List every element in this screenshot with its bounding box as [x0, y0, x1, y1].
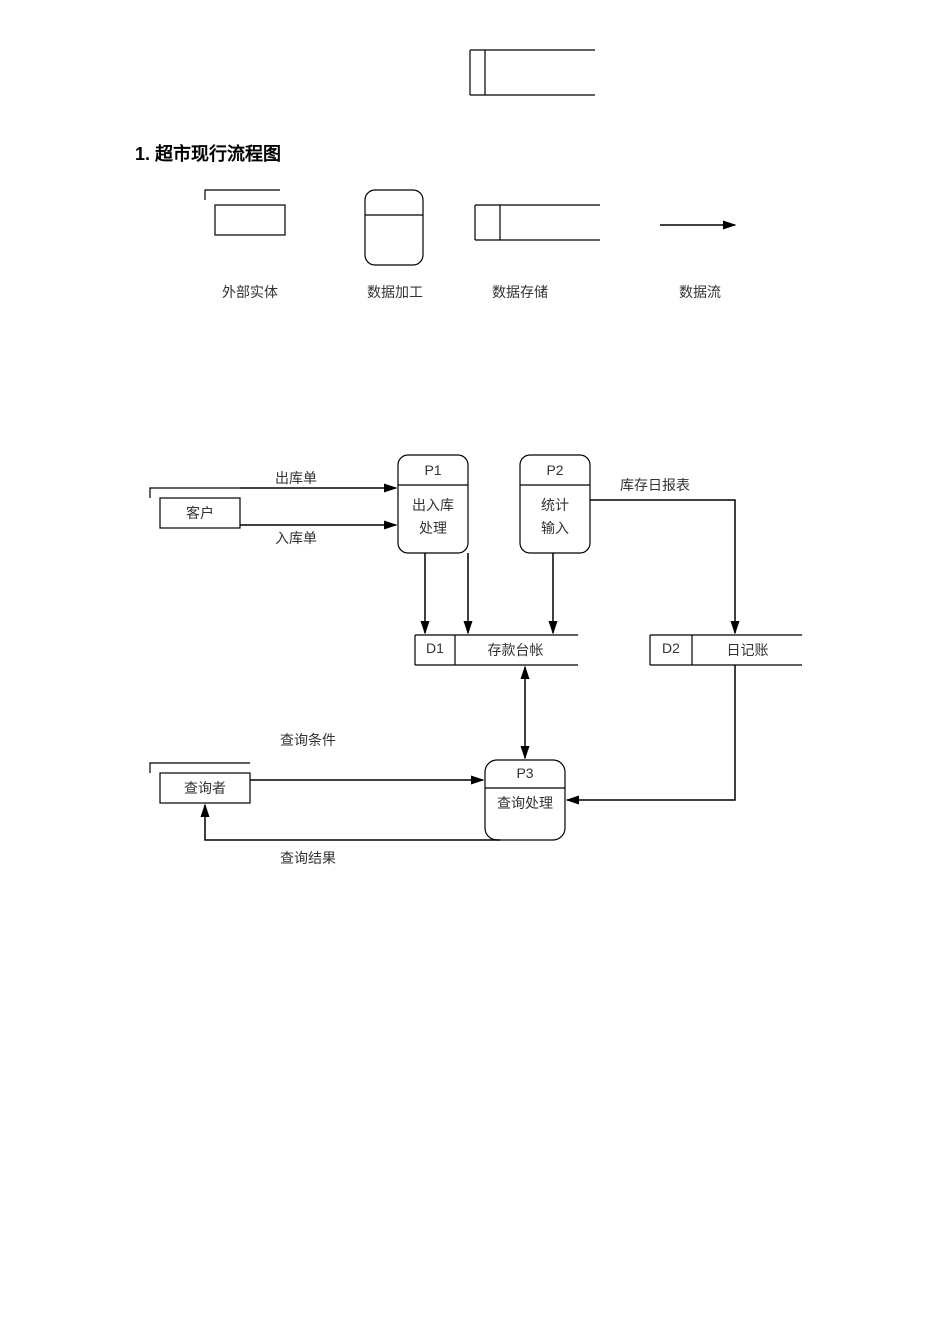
- legend-label-datastore: 数据存储: [480, 282, 560, 302]
- heading: 1. 超市现行流程图: [135, 140, 281, 166]
- legend-external-entity: [205, 190, 285, 235]
- p2-label2: 输入: [520, 518, 590, 538]
- top-datastore-symbol: [470, 50, 595, 95]
- customer-label: 客户: [160, 503, 240, 523]
- legend-label-dataflow: 数据流: [660, 282, 740, 302]
- legend-label-process: 数据加工: [355, 282, 435, 302]
- p1-label2: 处理: [398, 518, 468, 538]
- legend-datastore: [475, 205, 600, 240]
- legend-diagram-svg: [0, 0, 945, 1338]
- p1-label1: 出入库: [398, 495, 468, 515]
- p3-id: P3: [485, 765, 565, 781]
- d2-id: D2: [650, 640, 692, 656]
- edge-label-outbound: 出库单: [275, 468, 317, 488]
- p3-label1: 查询处理: [485, 793, 565, 813]
- d2-label: 日记账: [695, 640, 800, 660]
- p2-id: P2: [520, 462, 590, 478]
- heading-title: 超市现行流程图: [155, 144, 281, 164]
- legend-label-entity: 外部实体: [210, 282, 290, 302]
- edge-label-inbound: 入库单: [275, 528, 317, 548]
- d1-id: D1: [415, 640, 455, 656]
- edge-label-query-condition: 查询条件: [280, 730, 336, 750]
- page: 1. 超市现行流程图 外部实体 数据加工 数据存储 数据流 客户 查询者 P1 …: [0, 0, 945, 1338]
- edge-query-result: [205, 805, 500, 840]
- edge-label-inventory-report: 库存日报表: [620, 475, 690, 495]
- heading-number: 1.: [135, 144, 150, 164]
- legend-process: [365, 190, 423, 265]
- edge-inventory-report: [590, 500, 735, 633]
- p1-id: P1: [398, 462, 468, 478]
- edge-label-query-result: 查询结果: [280, 848, 336, 868]
- d1-label: 存款台帐: [458, 640, 573, 660]
- edge-d2-p3: [567, 665, 735, 800]
- p2-label1: 统计: [520, 495, 590, 515]
- querier-label: 查询者: [160, 778, 250, 798]
